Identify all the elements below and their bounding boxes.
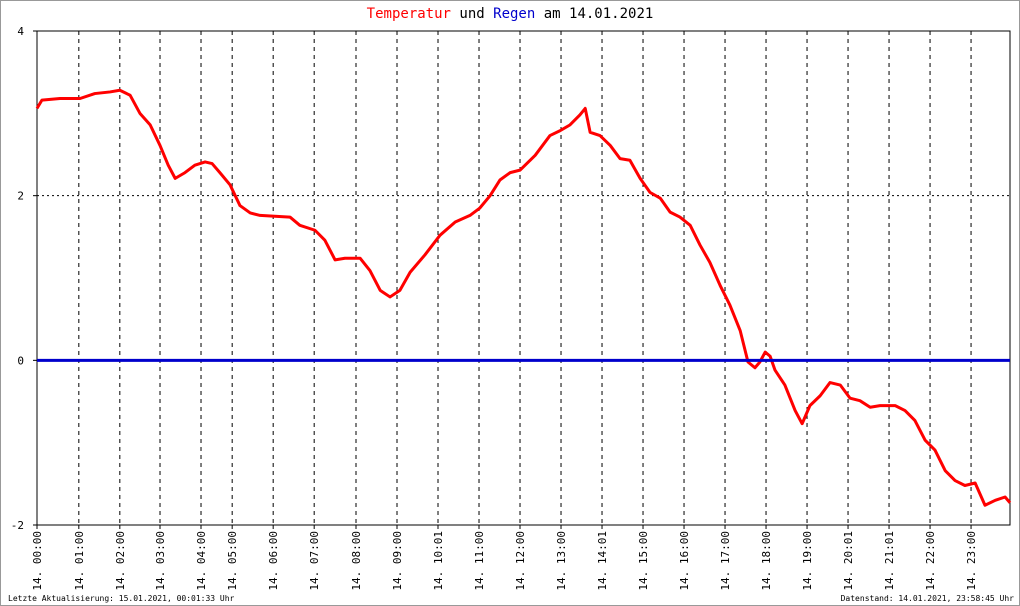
x-tick-label: 14. 00:00 [31,531,44,591]
plot-frame [36,30,1011,526]
y-tick-label: 2 [17,190,24,203]
y-tick-label: 0 [17,354,24,367]
footer-right: Datenstand: 14.01.2021, 23:58:45 Uhr [841,594,1015,603]
x-tick-label: 14. 03:00 [154,531,167,591]
x-tick-label: 14. 02:00 [114,531,127,591]
x-tick-label: 14. 18:00 [760,531,773,591]
x-tick-label: 14. 13:00 [555,531,568,591]
x-tick-label: 14. 04:00 [195,531,208,591]
x-tick-label: 14. 07:00 [308,531,321,591]
title-series-1: Temperatur [367,6,451,22]
x-tick-label: 14. 15:00 [637,531,650,591]
x-tick-label: 14. 14:01 [596,531,609,591]
x-tick-label: 14. 20:01 [842,531,855,591]
title-connector: und [459,6,484,22]
chart-title: Temperatur und Regen am 14.01.2021 [367,6,654,22]
x-tick-label: 14. 19:00 [801,531,814,591]
x-tick-label: 14. 05:00 [226,531,239,591]
x-tick-label: 14. 09:00 [391,531,404,591]
x-tick-label: 14. 08:00 [350,531,363,591]
x-tick-label: 14. 22:00 [924,531,937,591]
y-tick-label: 4 [17,25,24,38]
title-series-2: Regen [493,6,535,22]
title-date: am 14.01.2021 [544,6,654,22]
x-tick-label: 14. 23:00 [965,531,978,591]
footer-left: Letzte Aktualisierung: 15.01.2021, 00:01… [8,594,235,603]
x-tick-label: 14. 21:01 [883,531,896,591]
x-tick-label: 14. 17:00 [719,531,732,591]
x-tick-label: 14. 01:00 [73,531,86,591]
x-tick-label: 14. 12:00 [514,531,527,591]
series-line [35,88,1012,507]
y-tick-label: -2 [11,519,24,532]
x-tick-label: 14. 06:00 [267,531,280,591]
x-tick-label: 14. 10:01 [432,531,445,591]
x-tick-label: 14. 16:00 [678,531,691,591]
x-tick-label: 14. 11:00 [473,531,486,591]
